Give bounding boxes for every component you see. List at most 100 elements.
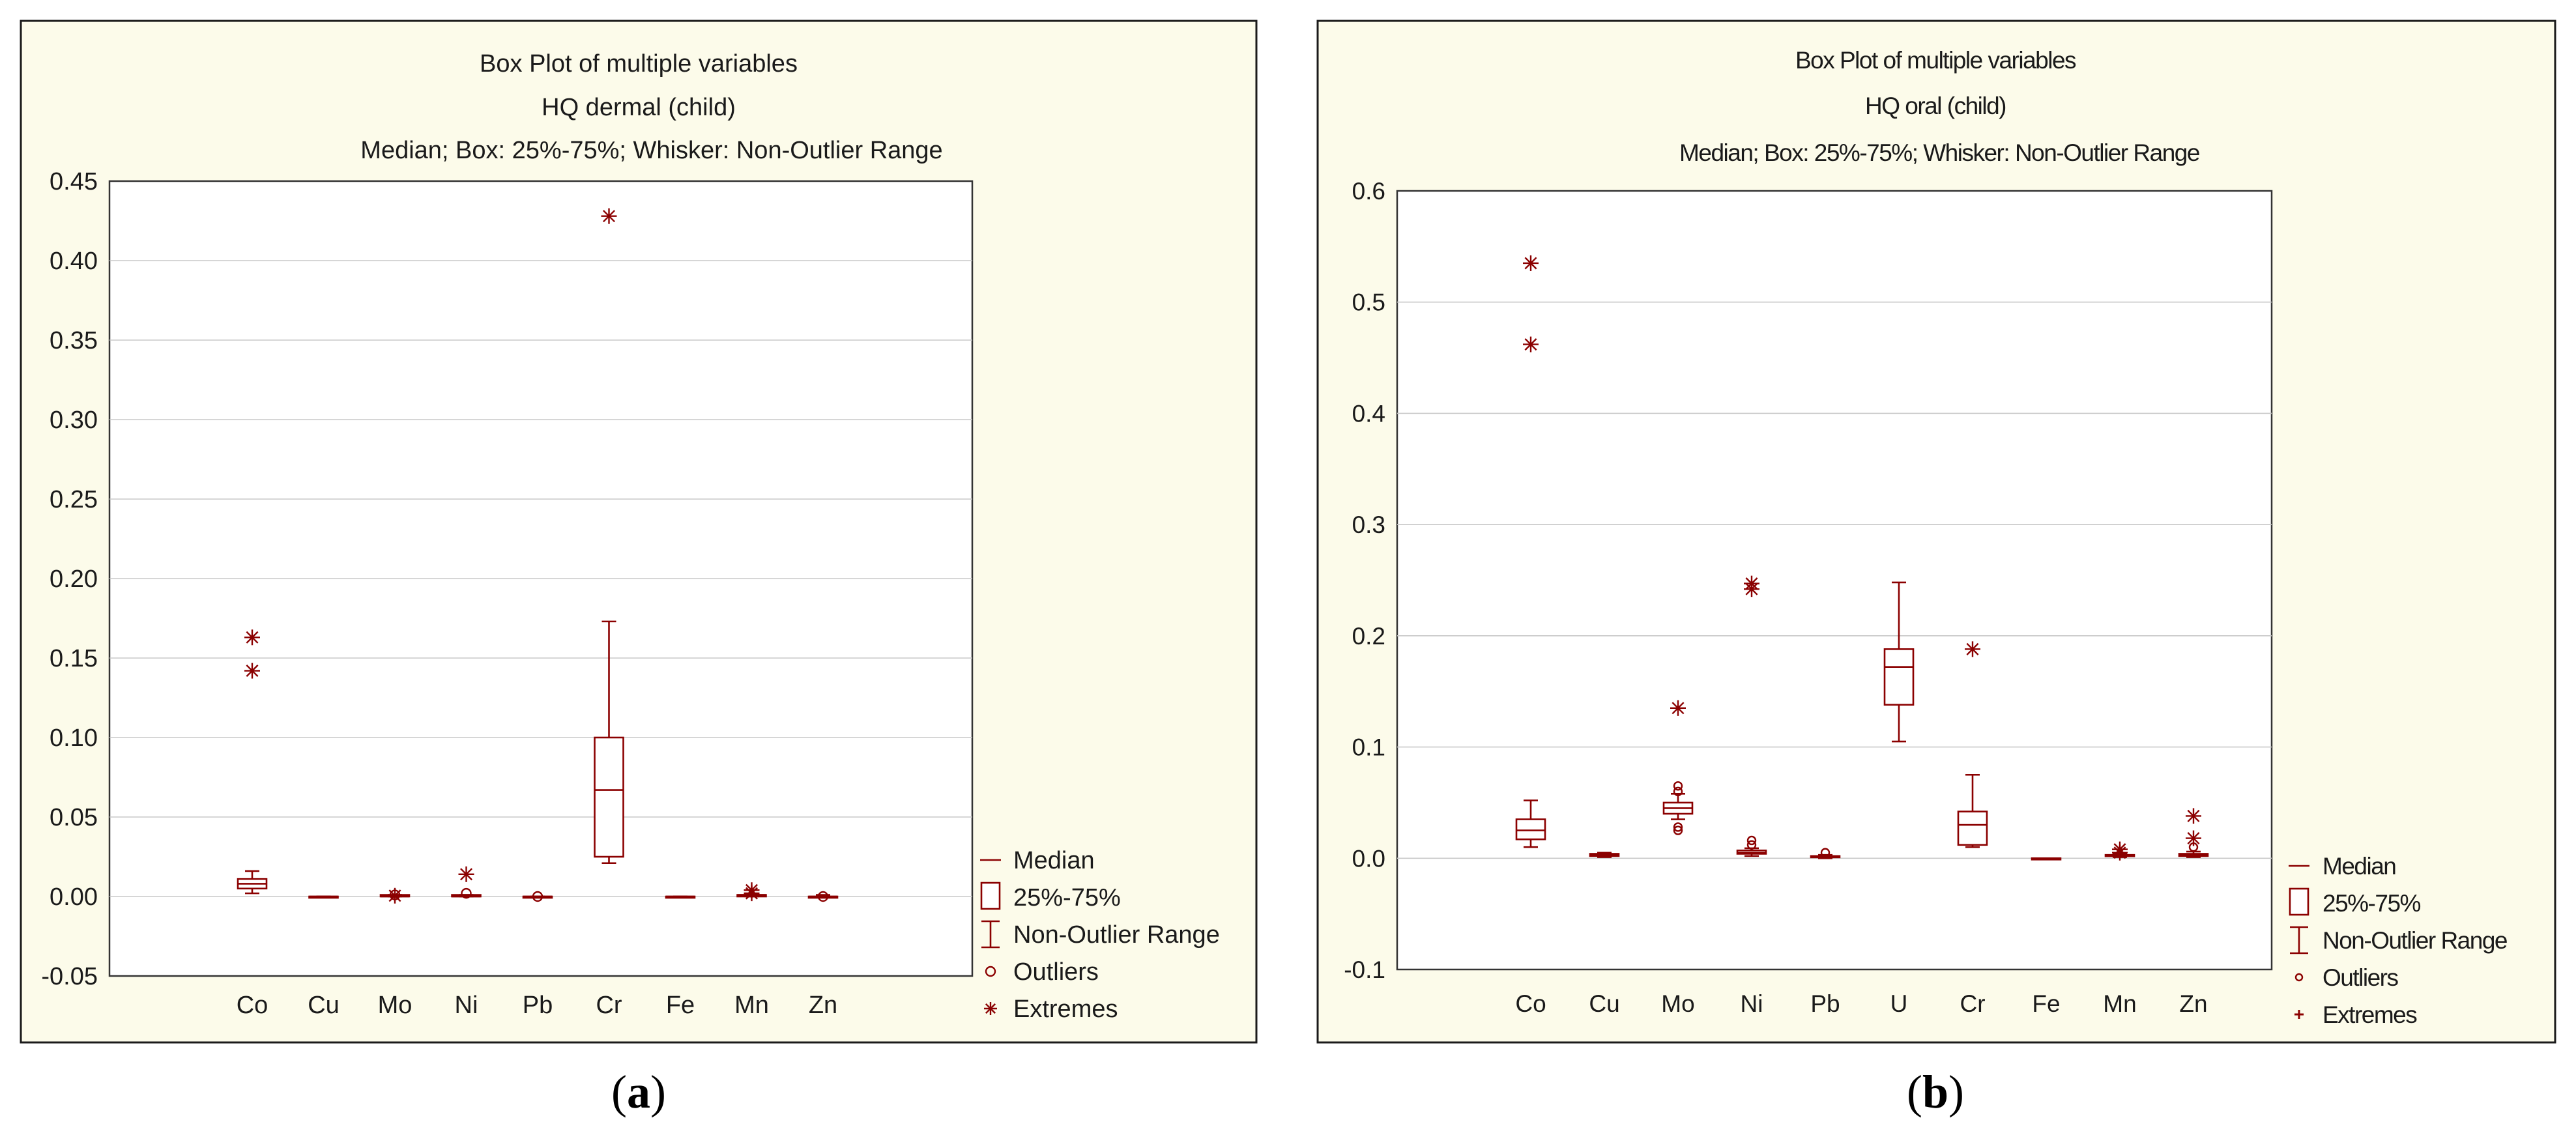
panel-b-y-axis: -0.1 0.0 0.1 0.2 0.3 0.4 0.5 0.6 bbox=[1344, 178, 1385, 983]
legend-outlier-symbol bbox=[985, 966, 996, 977]
extreme-point bbox=[1523, 255, 1539, 271]
y-tick-label: 0.2 bbox=[1352, 623, 1385, 650]
x-tick-label: Cu bbox=[1589, 990, 1619, 1017]
panel-b-subtitle: HQ oral (child) bbox=[1865, 93, 2006, 119]
legend-item-non-outlier-range: Non-Outlier Range bbox=[981, 920, 1220, 949]
legend-label: Median bbox=[2323, 853, 2395, 880]
box-mo bbox=[379, 887, 411, 904]
panel-a-subtitle: HQ dermal (child) bbox=[542, 94, 736, 121]
outlier-point bbox=[532, 891, 543, 902]
x-tick-label: Mn bbox=[734, 992, 769, 1019]
outlier-point bbox=[1746, 835, 1757, 846]
panel-b-legend: Median 25%-75% Non-Outlier Range Outliers Ex… bbox=[2289, 853, 2508, 1028]
legend-label: Non-Outlier Range bbox=[2323, 927, 2507, 954]
box-fe bbox=[2031, 857, 2062, 861]
extreme-point bbox=[601, 208, 617, 224]
y-tick-label: 0.30 bbox=[50, 407, 98, 434]
box-cr bbox=[1957, 641, 1988, 848]
legend-label: Extremes bbox=[1013, 996, 1118, 1023]
x-tick-label: Fe bbox=[2032, 990, 2060, 1017]
outlier-point bbox=[1673, 825, 1683, 835]
x-tick-label: Ni bbox=[455, 992, 478, 1019]
box-cu bbox=[1589, 852, 1620, 858]
chart-panel-b: Box Plot of multiple variables HQ oral (… bbox=[1316, 20, 2556, 1044]
x-tick-label: Zn bbox=[809, 992, 837, 1019]
panel-b-description: Median; Box: 25%-75%; Whisker: Non-Outli… bbox=[1679, 139, 2199, 166]
y-tick-label: 0.40 bbox=[50, 248, 98, 275]
caption-a-open: ( bbox=[611, 1066, 627, 1118]
extreme-point bbox=[2112, 844, 2128, 861]
box-iqr bbox=[1515, 818, 1546, 840]
y-tick-label: -0.05 bbox=[41, 963, 98, 990]
y-tick-label: 0.15 bbox=[50, 645, 98, 672]
legend-label: Extremes bbox=[2323, 1001, 2417, 1028]
legend-box-symbol bbox=[980, 882, 1001, 910]
y-tick-label: 0.6 bbox=[1352, 178, 1385, 205]
legend-item-extremes: Extremes bbox=[2294, 1001, 2418, 1028]
extreme-point bbox=[1965, 641, 1980, 657]
extreme-point bbox=[1670, 700, 1686, 716]
panel-a-description: Median; Box: 25%-75%; Whisker: Non-Outli… bbox=[360, 137, 942, 164]
x-tick-label: Mo bbox=[378, 992, 412, 1019]
extreme-point bbox=[458, 866, 474, 882]
x-tick-label: Mn bbox=[2103, 990, 2136, 1017]
box-pb bbox=[522, 891, 553, 902]
y-tick-label: 0.0 bbox=[1352, 845, 1385, 872]
legend-label: Outliers bbox=[1013, 958, 1099, 986]
legend-item-median: Median bbox=[980, 847, 1095, 874]
x-tick-label: Cu bbox=[308, 992, 340, 1019]
legend-label: 25%-75% bbox=[1013, 884, 1121, 911]
x-tick-label: Pb bbox=[523, 992, 553, 1019]
outlier-point bbox=[1673, 781, 1683, 791]
legend-label: Outliers bbox=[2323, 964, 2398, 991]
box-co bbox=[1515, 255, 1546, 848]
box-iqr bbox=[1883, 648, 1915, 706]
legend-box-symbol bbox=[2289, 887, 2309, 916]
x-tick-label: Cr bbox=[596, 992, 622, 1019]
y-tick-label: 0.35 bbox=[50, 327, 98, 354]
y-tick-label: 0.3 bbox=[1352, 511, 1385, 538]
box-fe bbox=[665, 895, 696, 899]
panel-a-boxes bbox=[237, 208, 839, 904]
legend-item-25-75-: 25%-75% bbox=[980, 882, 1121, 911]
caption-b-close: ) bbox=[1948, 1066, 1964, 1118]
box-pb bbox=[1810, 848, 1841, 859]
panel-b-x-axis: Co Cu Mo Ni Pb U Cr Fe Mn Zn bbox=[1515, 990, 2207, 1017]
x-tick-label: Ni bbox=[1741, 990, 1763, 1017]
legend-item-outliers: Outliers bbox=[2294, 964, 2399, 991]
extreme-point bbox=[1744, 581, 1759, 597]
chart-panel-a: Box Plot of multiple variables HQ dermal… bbox=[20, 20, 1258, 1044]
legend-label: Median bbox=[1013, 847, 1095, 874]
y-tick-label: 0.20 bbox=[50, 566, 98, 593]
box-mn bbox=[736, 882, 767, 902]
caption-b-letter: b bbox=[1922, 1066, 1948, 1118]
panel-a-y-axis: -0.05 0.00 0.05 0.10 0.15 0.20 0.25 0.30 0.35 0.4… bbox=[41, 168, 98, 990]
legend-outlier-symbol bbox=[2294, 973, 2304, 982]
extreme-point bbox=[744, 885, 760, 902]
x-tick-label: Co bbox=[237, 992, 268, 1019]
y-tick-label: 0.4 bbox=[1352, 400, 1385, 427]
box-mo bbox=[1662, 700, 1694, 835]
panel-a-title: Box Plot of multiple variables bbox=[480, 50, 798, 78]
outlier-point bbox=[1673, 822, 1683, 832]
legend-item-outliers: Outliers bbox=[985, 958, 1099, 986]
box-mn bbox=[2104, 841, 2135, 861]
legend-label: 25%-75% bbox=[2323, 890, 2421, 917]
y-tick-label: 0.25 bbox=[50, 486, 98, 513]
caption-a-letter: a bbox=[627, 1066, 650, 1118]
box-cu bbox=[308, 895, 339, 899]
caption-b-open: ( bbox=[1907, 1066, 1922, 1118]
extreme-point bbox=[2186, 808, 2201, 824]
y-tick-label: -0.1 bbox=[1344, 956, 1385, 983]
outlier-point bbox=[1673, 786, 1683, 797]
caption-b: (b) bbox=[1907, 1066, 1964, 1118]
panel-b-title: Box Plot of multiple variables bbox=[1795, 47, 2076, 74]
y-tick-label: 0.10 bbox=[50, 724, 98, 752]
box-u bbox=[1883, 581, 1915, 743]
x-tick-label: Fe bbox=[666, 992, 695, 1019]
box-cr bbox=[594, 208, 624, 865]
legend-extreme-symbol bbox=[984, 1002, 997, 1015]
box-co bbox=[237, 629, 268, 895]
extreme-point bbox=[2186, 830, 2201, 846]
extreme-point bbox=[244, 629, 260, 646]
